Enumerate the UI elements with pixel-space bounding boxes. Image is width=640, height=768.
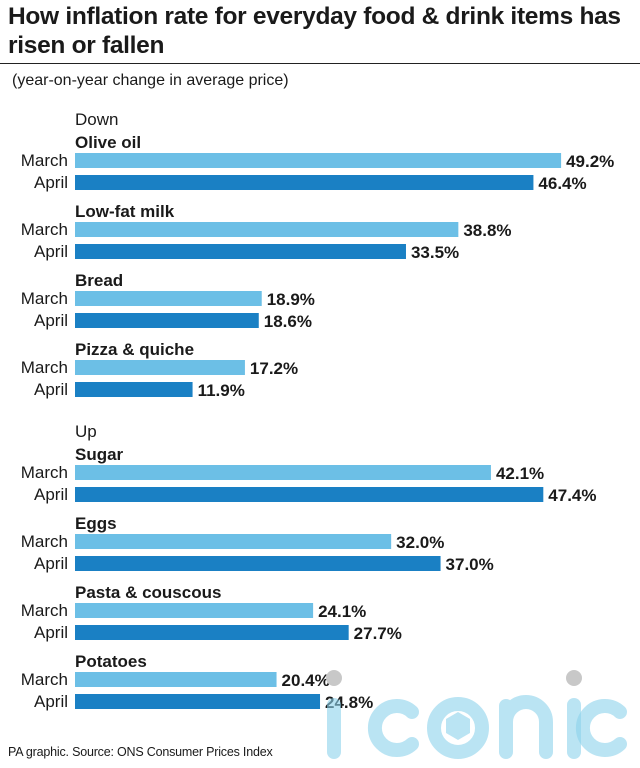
series-label-march: March	[21, 358, 68, 377]
bar-pasta-couscous-april	[75, 625, 349, 640]
category-label-pasta-couscous: Pasta & couscous	[75, 583, 221, 602]
series-label-march: March	[21, 220, 68, 239]
bar-eggs-march	[75, 534, 392, 549]
chart-subtitle: (year-on-year change in average price)	[12, 72, 289, 89]
series-label-april: April	[34, 311, 68, 330]
value-label-potatoes-march: 20.4%	[282, 671, 330, 690]
source-note: PA graphic. Source: ONS Consumer Prices …	[8, 745, 273, 759]
bar-bread-march	[75, 291, 262, 306]
category-label-sugar: Sugar	[75, 445, 124, 464]
value-label-pasta-couscous-april: 27.7%	[354, 624, 402, 643]
series-label-march: March	[21, 670, 68, 689]
category-label-eggs: Eggs	[75, 514, 117, 533]
value-label-pizza-quiche-march: 17.2%	[250, 359, 298, 378]
bar-eggs-april	[75, 556, 441, 571]
bar-bread-april	[75, 313, 259, 328]
title-divider	[0, 63, 640, 64]
series-label-march: March	[21, 151, 68, 170]
bar-low-fat-milk-march	[75, 222, 459, 237]
section-label-up: Up	[75, 422, 97, 441]
value-label-bread-march: 18.9%	[267, 290, 315, 309]
bar-sugar-april	[75, 487, 544, 502]
value-label-bread-april: 18.6%	[264, 312, 312, 331]
bar-pizza-quiche-march	[75, 360, 245, 375]
bar-potatoes-april	[75, 694, 321, 709]
value-label-pizza-quiche-april: 11.9%	[198, 381, 245, 400]
series-label-april: April	[34, 692, 68, 711]
series-label-april: April	[34, 623, 68, 642]
category-label-olive-oil: Olive oil	[75, 133, 141, 152]
chart-title: How inflation rate for everyday food & d…	[8, 3, 621, 59]
section-label-down: Down	[75, 110, 118, 129]
value-label-pasta-couscous-march: 24.1%	[318, 602, 366, 621]
series-label-april: April	[34, 380, 68, 399]
bar-potatoes-march	[75, 672, 277, 687]
series-label-march: March	[21, 532, 68, 551]
value-label-low-fat-milk-april: 33.5%	[411, 243, 459, 262]
bar-olive-oil-march	[75, 153, 562, 168]
bar-low-fat-milk-april	[75, 244, 406, 259]
series-label-april: April	[34, 485, 68, 504]
bar-olive-oil-april	[75, 175, 534, 190]
watermark-logo	[326, 670, 627, 759]
bar-pasta-couscous-march	[75, 603, 314, 618]
category-label-potatoes: Potatoes	[75, 652, 147, 671]
category-label-low-fat-milk: Low-fat milk	[75, 202, 175, 221]
bar-sugar-march	[75, 465, 491, 480]
series-label-april: April	[34, 554, 68, 573]
bar-chart: Down Olive oil March 49.2% April 46.4% Low-fat…	[21, 110, 615, 712]
value-label-sugar-april: 47.4%	[548, 486, 596, 505]
series-label-march: March	[21, 463, 68, 482]
value-label-eggs-april: 37.0%	[446, 555, 494, 574]
series-label-march: March	[21, 601, 68, 620]
bar-pizza-quiche-april	[75, 382, 193, 397]
value-label-olive-oil-april: 46.4%	[538, 174, 586, 193]
value-label-low-fat-milk-march: 38.8%	[463, 221, 511, 240]
category-label-pizza-quiche: Pizza & quiche	[75, 340, 194, 359]
series-label-april: April	[34, 242, 68, 261]
value-label-olive-oil-march: 49.2%	[566, 152, 614, 171]
series-label-march: March	[21, 289, 68, 308]
value-label-sugar-march: 42.1%	[496, 464, 544, 483]
category-label-bread: Bread	[75, 271, 123, 290]
value-label-eggs-march: 32.0%	[396, 533, 444, 552]
series-label-april: April	[34, 173, 68, 192]
